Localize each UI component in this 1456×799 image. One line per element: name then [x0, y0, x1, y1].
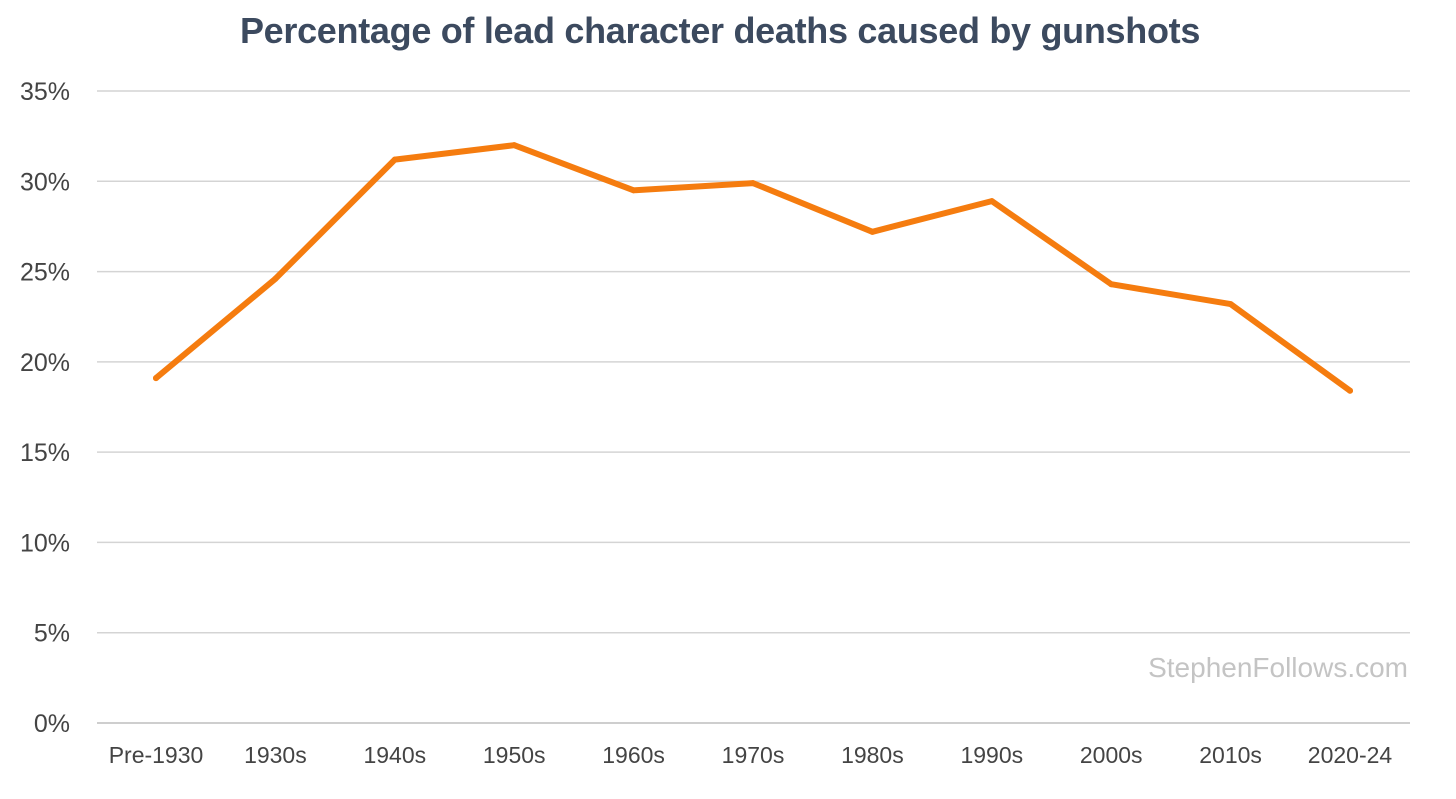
- x-tick-label: 2000s: [1080, 742, 1143, 768]
- x-tick-label: 2010s: [1199, 742, 1262, 768]
- x-tick-label: 1970s: [722, 742, 785, 768]
- y-tick-label: 10%: [20, 529, 70, 557]
- x-tick-label: 2020-24: [1308, 742, 1393, 768]
- y-tick-label: 30%: [20, 168, 70, 196]
- y-tick-label: 5%: [34, 620, 70, 648]
- data-point: [1108, 281, 1115, 288]
- y-tick-label: 35%: [20, 78, 70, 106]
- x-tick-label: 1980s: [841, 742, 904, 768]
- y-tick-label: 25%: [20, 259, 70, 287]
- y-axis-ticks: 0% 5% 10% 15% 20% 25% 30% 35%: [20, 78, 70, 738]
- data-point: [272, 275, 279, 282]
- data-point: [1347, 387, 1353, 394]
- x-tick-label: 1930s: [244, 742, 307, 768]
- gridlines: [97, 90, 1410, 724]
- data-point: [511, 142, 518, 149]
- x-tick-label: 1990s: [960, 742, 1023, 768]
- watermark: StephenFollows.com: [1148, 652, 1408, 683]
- x-tick-label: 1940s: [363, 742, 426, 768]
- y-tick-label: 20%: [20, 349, 70, 377]
- y-tick-label: 15%: [20, 439, 70, 467]
- data-point: [750, 180, 756, 187]
- data-point: [630, 187, 637, 194]
- x-tick-label: 1960s: [602, 742, 665, 768]
- data-point: [988, 198, 995, 205]
- y-tick-label: 0%: [34, 710, 70, 738]
- data-point: [1227, 301, 1234, 308]
- x-tick-label: 1950s: [483, 742, 546, 768]
- data-point: [153, 375, 159, 382]
- x-tick-label: Pre-1930: [109, 742, 204, 768]
- data-point: [391, 156, 398, 163]
- data-point: [869, 228, 876, 235]
- chart-title: Percentage of lead character deaths caus…: [239, 10, 1201, 51]
- data-points: [153, 142, 1353, 394]
- x-axis-ticks: Pre-1930 1930s 1940s 1950s 1960s 1970s 1980s 19…: [109, 742, 1393, 768]
